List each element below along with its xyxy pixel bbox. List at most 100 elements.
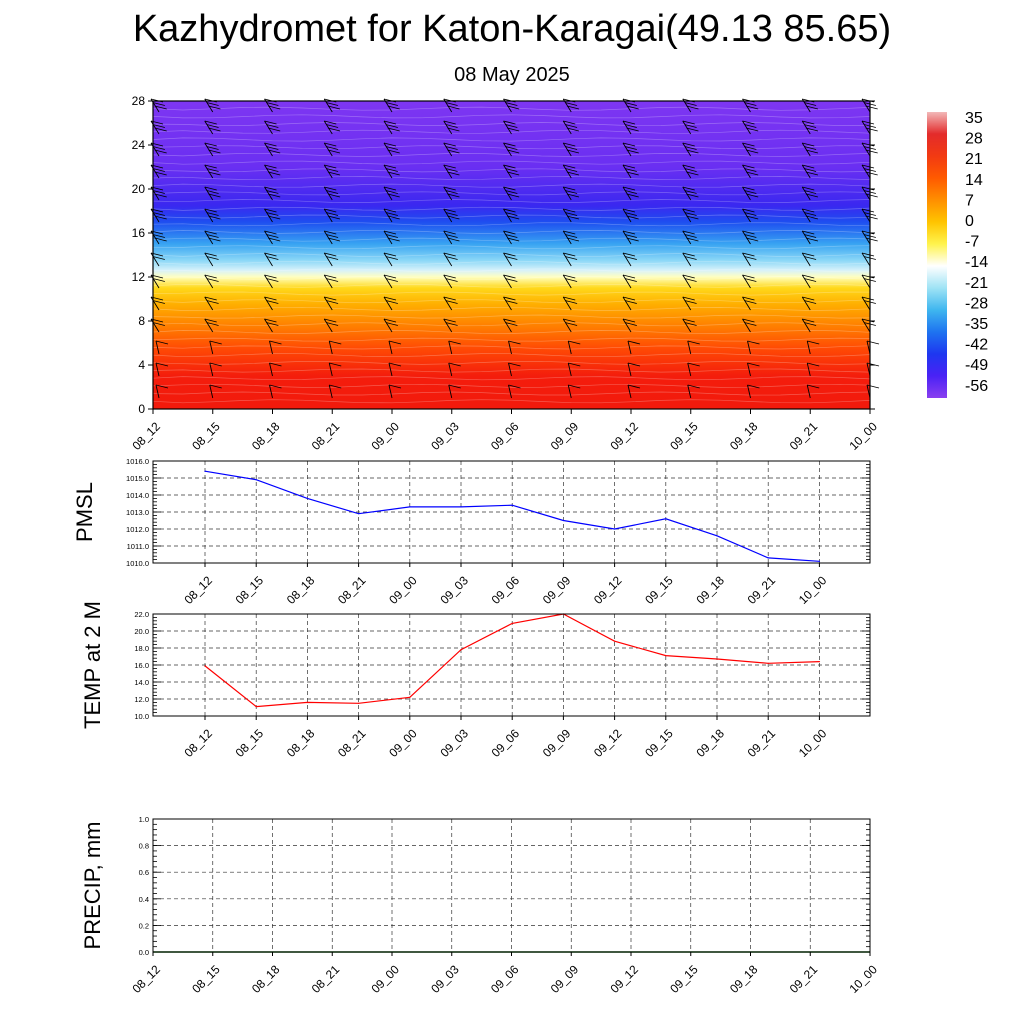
wind-barb xyxy=(443,252,453,267)
wind-barb-flag xyxy=(682,230,695,235)
isoline xyxy=(152,391,871,396)
wind-barb-flag xyxy=(807,340,820,345)
wind-barb-flag xyxy=(264,208,277,213)
wind-barb-flag xyxy=(208,105,221,110)
x-tick-label: 08_15 xyxy=(189,419,223,453)
wind-barb-flag xyxy=(505,234,518,238)
data-point xyxy=(306,701,308,704)
wind-barb-flag xyxy=(505,168,518,172)
wind-barb-flag xyxy=(264,120,277,125)
x-tick-label: 08_15 xyxy=(233,573,267,607)
wind-barb-flag xyxy=(445,168,458,172)
wind-barb xyxy=(155,340,160,355)
y-tick-label: 4 xyxy=(138,358,145,372)
wind-barb-flag xyxy=(803,168,817,172)
wind-barb xyxy=(204,296,214,311)
y-tick-label: 0.8 xyxy=(139,842,149,851)
wind-barb-flag xyxy=(264,296,277,301)
wind-barb xyxy=(323,208,333,223)
isoline xyxy=(152,368,871,373)
wind-barb-flag xyxy=(155,340,169,345)
x-tick-label: 09_21 xyxy=(745,726,779,760)
wind-barb-flag xyxy=(802,318,815,323)
wind-barb xyxy=(742,186,751,201)
colorbar-label: -56 xyxy=(965,378,988,395)
wind-barb-flag xyxy=(505,146,518,150)
colorbar-label: -21 xyxy=(965,275,988,292)
wind-barb-flag xyxy=(744,168,757,172)
x-tick-label: 09_09 xyxy=(540,726,574,760)
wind-barb xyxy=(503,208,512,223)
wind-barb-flag xyxy=(448,362,461,367)
wind-barb-flag xyxy=(865,215,878,220)
wind-barb-flag xyxy=(803,278,817,282)
wind-barb-flag xyxy=(269,362,282,367)
wind-barb-flag xyxy=(866,340,880,345)
wind-barb-flag xyxy=(744,190,757,194)
wind-barb xyxy=(682,186,692,201)
wind-barb xyxy=(328,362,333,377)
y-tick-label: 24 xyxy=(132,138,146,152)
data-point xyxy=(255,479,257,481)
wind-barb-flag xyxy=(624,322,637,326)
wind-barb-flag xyxy=(264,186,277,191)
wind-barb-flag xyxy=(445,278,458,282)
wind-barb-flag xyxy=(686,237,699,242)
wind-barb-flag xyxy=(268,215,281,220)
y-tick-label: 14.0 xyxy=(134,678,149,687)
wind-barb xyxy=(861,142,871,157)
wind-barb-flag xyxy=(266,190,279,194)
wind-barb-flag xyxy=(802,208,815,213)
wind-barb-flag xyxy=(447,127,460,132)
isoline xyxy=(152,114,871,119)
wind-barb-flag xyxy=(266,234,279,238)
x-tick-label: 08_21 xyxy=(309,419,343,453)
wind-barb xyxy=(627,362,632,377)
wind-barb-flag xyxy=(684,190,697,194)
wind-barb-flag xyxy=(684,124,697,128)
wind-barb-flag xyxy=(686,193,699,198)
wind-barb-flag xyxy=(206,190,219,194)
wind-barb xyxy=(742,296,751,311)
wind-barb-flag xyxy=(505,300,518,304)
wind-barb-flag xyxy=(324,296,337,301)
wind-barb-flag xyxy=(503,208,516,213)
wind-barb xyxy=(443,120,453,135)
wind-barb-flag xyxy=(624,234,637,238)
wind-barb xyxy=(742,120,751,135)
wind-barb-flag xyxy=(564,190,578,194)
y-tick-label: 0.0 xyxy=(139,948,149,957)
wind-barb-flag xyxy=(324,230,337,235)
colorbar-label: 7 xyxy=(965,192,974,209)
wind-barb-flag xyxy=(383,120,397,125)
x-tick-label: 09_21 xyxy=(787,419,821,453)
x-tick-label: 09_12 xyxy=(607,419,641,453)
wind-barb-flag xyxy=(206,278,219,282)
x-tick-label: 08_21 xyxy=(335,726,369,760)
wind-barb-flag xyxy=(505,124,518,128)
wind-barb xyxy=(801,252,811,267)
wind-barb-flag xyxy=(503,252,516,257)
wind-barb-flag xyxy=(204,142,217,147)
wind-barb-flag xyxy=(802,274,815,279)
wind-barb-flag xyxy=(564,278,578,282)
wind-barb-flag xyxy=(508,384,521,389)
isoline xyxy=(152,337,871,342)
wind-barb-flag xyxy=(447,105,460,110)
wind-barb xyxy=(383,318,393,333)
wind-barb-flag xyxy=(443,208,456,213)
wind-barb xyxy=(562,120,572,135)
wind-barb-flag xyxy=(563,120,576,125)
wind-barb-flag xyxy=(385,300,398,304)
wind-barb xyxy=(388,362,393,377)
wind-barb-flag xyxy=(327,171,341,176)
wind-barb-flag xyxy=(626,193,639,198)
wind-barb-flag xyxy=(385,212,398,216)
wind-barb-flag xyxy=(624,190,637,194)
data-point xyxy=(460,506,462,508)
wind-barb-flag xyxy=(505,256,518,260)
wind-barb xyxy=(627,340,632,355)
wind-barb-flag xyxy=(684,168,697,172)
wind-barb-flag xyxy=(626,237,639,242)
wind-barb-flag xyxy=(682,186,695,191)
